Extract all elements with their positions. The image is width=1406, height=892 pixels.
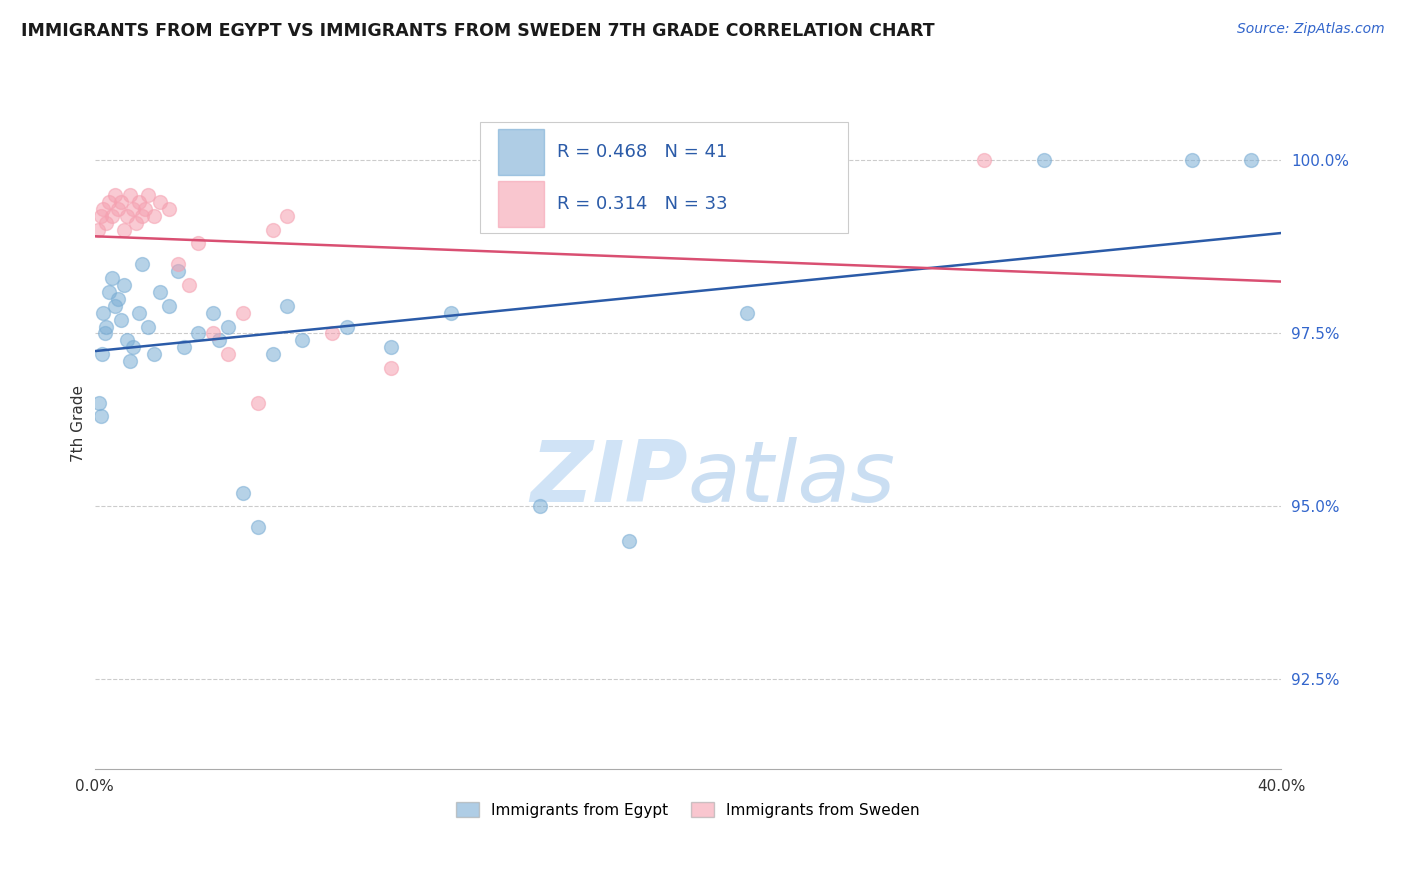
Point: [86, 222, 108, 236]
Point: [217, 347, 239, 361]
Text: R = 0.314   N = 33: R = 0.314 N = 33: [557, 194, 728, 212]
Legend: Immigrants from Egypt, Immigrants from Sweden: Immigrants from Egypt, Immigrants from S…: [450, 796, 927, 824]
Point: [166, 264, 188, 278]
Point: [1032, 153, 1054, 168]
Point: [136, 319, 159, 334]
Point: [380, 361, 402, 376]
Point: [93, 306, 115, 320]
Point: [1240, 153, 1263, 168]
Point: [112, 278, 135, 293]
Text: atlas: atlas: [688, 437, 896, 520]
Point: [232, 306, 254, 320]
Point: [131, 257, 153, 271]
Point: [98, 285, 121, 299]
Point: [115, 209, 138, 223]
Text: IMMIGRANTS FROM EGYPT VS IMMIGRANTS FROM SWEDEN 7TH GRADE CORRELATION CHART: IMMIGRANTS FROM EGYPT VS IMMIGRANTS FROM…: [21, 22, 935, 40]
Point: [120, 188, 142, 202]
Point: [104, 188, 127, 202]
Point: [321, 326, 343, 341]
Text: Source: ZipAtlas.com: Source: ZipAtlas.com: [1237, 22, 1385, 37]
Point: [96, 319, 118, 334]
Point: [173, 340, 195, 354]
Point: [246, 395, 269, 409]
Point: [136, 188, 159, 202]
Point: [128, 194, 150, 209]
Y-axis label: 7th Grade: 7th Grade: [72, 384, 86, 462]
Point: [232, 485, 254, 500]
Point: [166, 257, 188, 271]
Point: [110, 312, 132, 326]
Point: [246, 520, 269, 534]
Point: [187, 326, 209, 341]
Point: [157, 202, 180, 216]
Point: [1181, 153, 1204, 168]
Point: [157, 299, 180, 313]
Point: [134, 202, 156, 216]
Point: [128, 306, 150, 320]
Point: [529, 500, 551, 514]
Point: [142, 209, 165, 223]
Point: [617, 533, 640, 548]
Point: [131, 209, 153, 223]
Point: [91, 347, 114, 361]
FancyBboxPatch shape: [481, 122, 848, 233]
Point: [187, 236, 209, 251]
Point: [96, 216, 118, 230]
Point: [217, 319, 239, 334]
Point: [104, 299, 127, 313]
Point: [112, 222, 135, 236]
Point: [336, 319, 359, 334]
Point: [110, 194, 132, 209]
Point: [276, 299, 298, 313]
FancyBboxPatch shape: [498, 180, 544, 227]
Point: [202, 326, 225, 341]
Point: [735, 306, 758, 320]
Point: [439, 306, 461, 320]
Text: R = 0.468   N = 41: R = 0.468 N = 41: [557, 143, 728, 161]
Point: [262, 222, 284, 236]
Point: [89, 409, 111, 424]
Point: [149, 285, 172, 299]
Point: [107, 292, 129, 306]
Point: [202, 306, 225, 320]
Point: [87, 395, 110, 409]
Point: [98, 194, 121, 209]
Point: [973, 153, 995, 168]
Point: [291, 334, 314, 348]
Point: [142, 347, 165, 361]
Point: [179, 278, 201, 293]
Point: [89, 209, 111, 223]
Point: [107, 202, 129, 216]
Point: [115, 334, 138, 348]
Point: [120, 354, 142, 368]
Point: [122, 202, 145, 216]
Point: [125, 216, 148, 230]
Point: [122, 340, 145, 354]
Point: [276, 209, 298, 223]
Point: [94, 326, 117, 341]
Point: [149, 194, 172, 209]
Point: [93, 202, 115, 216]
Point: [380, 340, 402, 354]
Text: ZIP: ZIP: [530, 437, 688, 520]
Point: [262, 347, 284, 361]
Point: [208, 334, 231, 348]
Point: [101, 271, 124, 285]
Point: [101, 209, 124, 223]
FancyBboxPatch shape: [498, 128, 544, 175]
